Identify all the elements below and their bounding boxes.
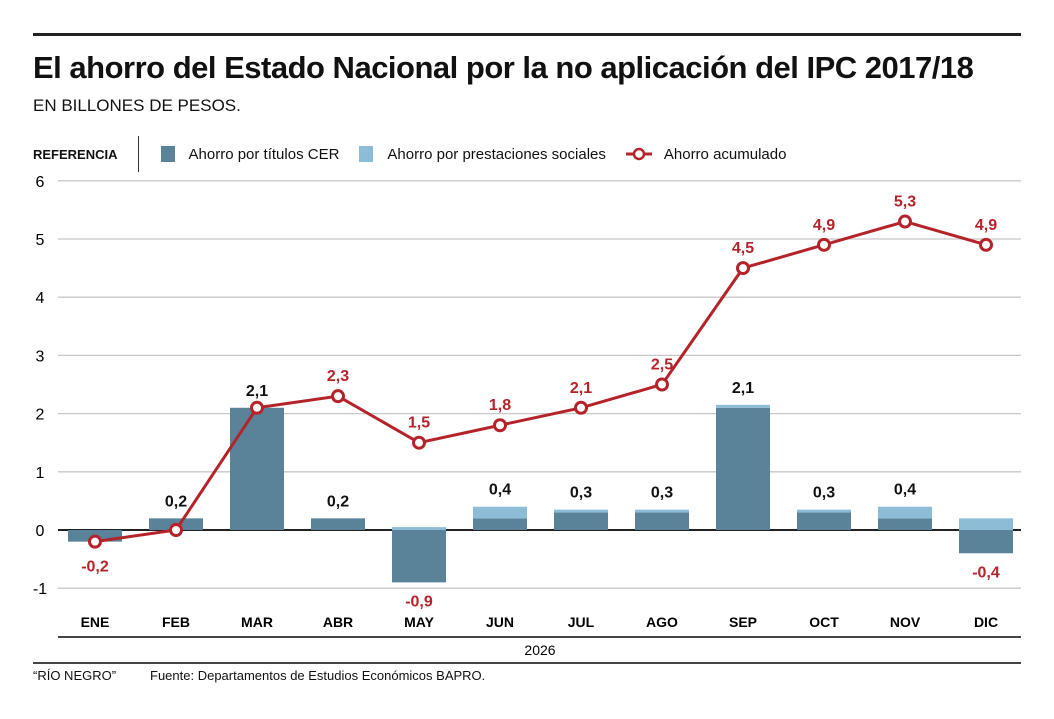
bar-label: 0,2 xyxy=(327,493,349,510)
x-tick-label: JUN xyxy=(486,614,514,630)
x-tick-label: NOV xyxy=(890,614,921,630)
y-tick-label: 0 xyxy=(36,523,45,540)
chart-subtitle: EN BILLONES DE PESOS. xyxy=(33,96,241,115)
x-tick-label: FEB xyxy=(162,614,190,630)
legend-swatch-prestaciones xyxy=(359,146,374,162)
bar-label: 2,1 xyxy=(732,380,754,397)
x-tick-label: ABR xyxy=(323,614,353,630)
bar-prestaciones xyxy=(878,506,932,519)
bar-cer xyxy=(554,512,608,530)
line-point xyxy=(169,523,183,537)
line-point xyxy=(574,400,588,415)
legend: REFERENCIA Ahorro por títulos CER Ahorro… xyxy=(33,136,806,172)
legend-item-acumulado: Ahorro acumulado xyxy=(625,146,786,163)
bar-label: 0,3 xyxy=(813,485,835,502)
bar-label: 2,1 xyxy=(246,383,268,400)
line-label: 4,9 xyxy=(975,217,997,234)
bar-prestaciones xyxy=(716,404,770,408)
line-point xyxy=(898,214,912,229)
top-rule xyxy=(33,33,1021,36)
line-label: 1,8 xyxy=(489,397,511,414)
footer-credit: “RÍO NEGRO” xyxy=(33,668,117,683)
x-tick-label: DIC xyxy=(974,614,998,630)
legend-item-prestaciones: Ahorro por prestaciones sociales xyxy=(359,146,606,163)
bar-cer xyxy=(635,512,689,530)
bar-label: 0,3 xyxy=(570,485,592,502)
line-point xyxy=(493,418,507,433)
legend-swatch-cer xyxy=(160,146,175,162)
bar-label: 0,3 xyxy=(651,485,673,502)
bar-label: -0,9 xyxy=(405,593,433,610)
accumulated-line xyxy=(94,219,987,544)
y-tick-label: 6 xyxy=(36,174,45,191)
y-tick-label: -1 xyxy=(33,581,47,598)
line-label: 2,1 xyxy=(570,380,592,397)
x-tick-label: OCT xyxy=(809,614,839,630)
x-tick-label: JUL xyxy=(568,614,595,630)
y-tick-label: 3 xyxy=(36,348,45,365)
bar-prestaciones xyxy=(635,509,689,513)
bar-prestaciones xyxy=(959,518,1013,530)
bar-label: 0,2 xyxy=(165,493,187,510)
line-point xyxy=(736,261,750,276)
legend-reference-label: REFERENCIA xyxy=(33,146,118,162)
y-tick-label: 4 xyxy=(36,290,45,307)
footer-source: Fuente: Departamentos de Estudios Económ… xyxy=(150,668,486,683)
x-tick-label: MAR xyxy=(241,614,273,630)
bar-cer xyxy=(716,407,770,530)
bar-prestaciones xyxy=(797,509,851,513)
line-point xyxy=(412,435,426,450)
line-point xyxy=(979,237,993,252)
line-label: 4,5 xyxy=(732,240,754,257)
bar-cer xyxy=(230,407,284,530)
line-point xyxy=(88,534,102,549)
y-tick-label: 5 xyxy=(36,232,45,249)
bar-cer xyxy=(797,512,851,530)
x-tick-label: SEP xyxy=(729,614,757,630)
bar-cer xyxy=(959,530,1013,554)
bar-prestaciones xyxy=(554,509,608,513)
bar-label: 0,4 xyxy=(894,482,916,499)
line-label: 4,9 xyxy=(813,217,835,234)
line-point xyxy=(250,400,264,415)
legend-separator xyxy=(137,136,139,172)
bar-label: 0,4 xyxy=(489,482,511,499)
line-label: 5,3 xyxy=(894,194,916,211)
line-label: 2,5 xyxy=(651,357,673,374)
x-tick-label: ENE xyxy=(81,614,110,630)
bar-prestaciones xyxy=(392,527,446,530)
bar-cer xyxy=(473,518,527,530)
bar-cer xyxy=(392,530,446,583)
legend-item-cer: Ahorro por títulos CER xyxy=(160,146,339,163)
x-tick-label: AGO xyxy=(646,614,678,630)
line-point xyxy=(655,377,669,392)
line-label: -0,2 xyxy=(81,559,109,576)
x-axis-label: 2026 xyxy=(524,642,555,658)
line-label: 2,3 xyxy=(327,368,349,385)
bar-prestaciones xyxy=(473,506,527,519)
x-tick-label: MAY xyxy=(404,614,434,630)
line-point xyxy=(331,389,345,404)
y-tick-label: 2 xyxy=(36,407,45,424)
legend-line-marker-icon xyxy=(625,147,652,161)
line-point xyxy=(817,237,831,252)
bar-label: -0,4 xyxy=(972,564,1000,581)
chart-title: El ahorro del Estado Nacional por la no … xyxy=(33,50,974,85)
y-tick-label: 1 xyxy=(36,465,45,482)
bar-cer xyxy=(311,518,365,530)
line-label: 1,5 xyxy=(408,415,430,432)
bar-cer xyxy=(878,518,932,530)
